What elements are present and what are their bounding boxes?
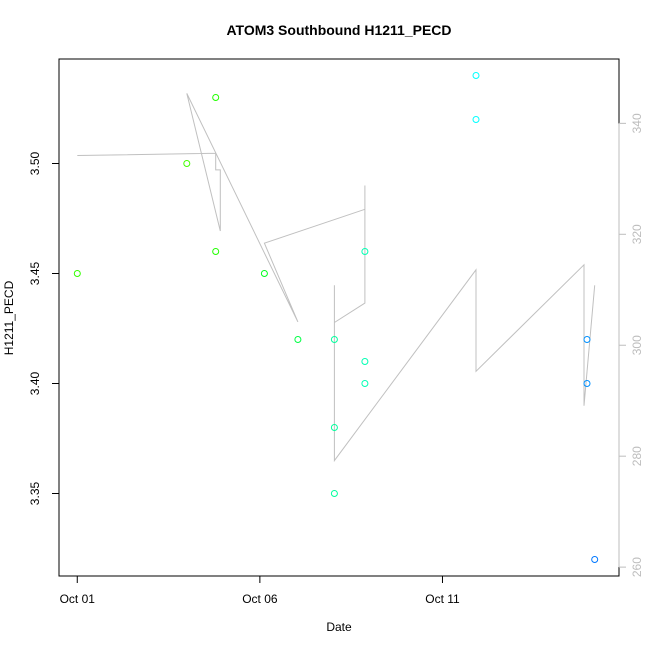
y2-tick-label: 320: [630, 224, 644, 244]
data-point: [361, 248, 369, 255]
data-point: [330, 490, 338, 497]
x-tick-label: Oct 01: [60, 592, 96, 606]
y2-tick-label: 280: [630, 446, 644, 466]
data-point: [260, 270, 268, 277]
y2-tick-label: 300: [630, 335, 644, 355]
data-point: [583, 380, 591, 387]
x-tick-label: Oct 06: [242, 592, 278, 606]
y-tick-label: 3.40: [28, 371, 42, 395]
data-point: [361, 358, 369, 365]
line-series: [77, 93, 596, 463]
x-axis: Oct 01 Oct 06 Oct 11: [60, 575, 460, 606]
data-point: [472, 116, 480, 123]
y-axis-label: H1211_PECD: [2, 280, 16, 355]
x-tick-label: Oct 11: [425, 592, 460, 606]
chart-title: ATOM3 Southbound H1211_PECD: [226, 22, 451, 38]
point-series: [73, 72, 599, 563]
data-point: [212, 94, 220, 101]
secondary-y-axis: 260 280 300 320 340: [618, 113, 644, 577]
x-axis-label: Date: [326, 620, 352, 634]
y-tick-label: 3.50: [28, 151, 42, 175]
y-axis: 3.35 3.40 3.45 3.50: [28, 151, 60, 505]
data-point: [583, 336, 591, 343]
data-point: [294, 336, 302, 343]
data-point: [472, 72, 480, 79]
y-tick-label: 3.35: [28, 481, 42, 505]
data-point: [212, 248, 220, 255]
y2-tick-label: 340: [630, 113, 644, 133]
data-point: [591, 556, 599, 563]
plot-frame: [58, 58, 620, 577]
data-point: [330, 424, 338, 431]
plot-border: [58, 58, 620, 577]
y-tick-label: 3.45: [28, 261, 42, 285]
data-point: [361, 380, 369, 387]
data-point: [183, 160, 191, 167]
line-series-path: [77, 93, 596, 463]
data-point: [330, 336, 338, 343]
data-point: [73, 270, 81, 277]
y2-tick-label: 260: [630, 557, 644, 577]
